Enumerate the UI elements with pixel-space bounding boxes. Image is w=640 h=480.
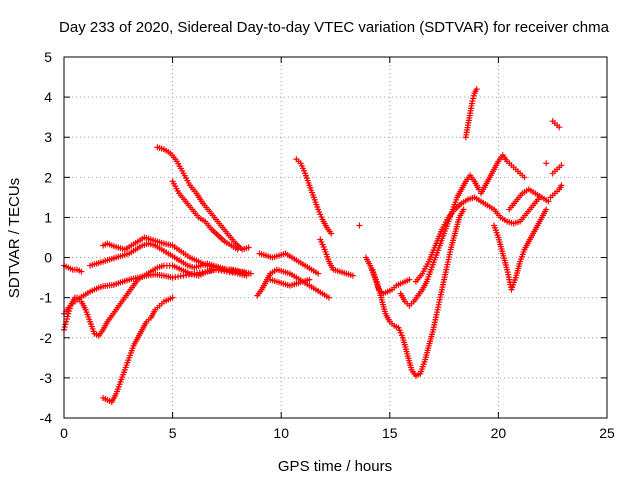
y-axis-title: SDTVAR / TECUs <box>6 178 23 298</box>
data-series <box>154 144 252 253</box>
data-point <box>543 206 550 213</box>
data-point <box>521 174 528 181</box>
x-tick-label: 25 <box>599 425 615 441</box>
data-series <box>549 118 563 131</box>
data-series <box>369 206 467 379</box>
y-tick-label: 0 <box>44 250 52 266</box>
data-point <box>460 206 467 213</box>
data-series <box>547 182 565 201</box>
y-tick-label: 3 <box>44 129 52 145</box>
chart-title: Day 233 of 2020, Sidereal Day-to-day VTE… <box>59 19 610 36</box>
data-series <box>412 194 543 285</box>
x-tick-label: 15 <box>382 425 398 441</box>
y-tick-label: -3 <box>40 370 53 386</box>
data-point <box>328 230 335 237</box>
plot-frame <box>63 56 608 419</box>
data-series <box>74 262 252 339</box>
data-point <box>556 124 563 131</box>
data-series <box>100 294 176 405</box>
data-point <box>473 86 480 93</box>
data-point <box>349 272 356 279</box>
x-tick-label: 5 <box>169 425 177 441</box>
data-point <box>558 162 565 169</box>
data-point <box>64 313 71 320</box>
data-series <box>267 276 313 289</box>
data-series <box>87 240 250 277</box>
data-series <box>549 162 565 177</box>
y-tick-label: 4 <box>44 89 52 105</box>
data-series <box>61 262 85 275</box>
data-point <box>315 270 322 277</box>
x-tick-label: 10 <box>273 425 289 441</box>
data-point <box>234 246 241 253</box>
data-series <box>317 236 356 279</box>
y-tick-label: -4 <box>40 410 53 426</box>
data-point <box>470 92 477 99</box>
data-point <box>558 182 565 189</box>
data-series <box>543 160 550 167</box>
x-axis-title: GPS time / hours <box>278 458 392 475</box>
data-series <box>462 86 480 141</box>
data-point <box>306 276 313 283</box>
data-point <box>63 316 70 323</box>
data-point <box>470 95 477 102</box>
data-series <box>256 250 322 277</box>
y-tick-label: 1 <box>44 209 52 225</box>
data-series <box>491 206 550 293</box>
data-point <box>61 324 68 331</box>
data-point <box>78 268 85 275</box>
y-tick-label: 2 <box>44 169 52 185</box>
data-series <box>478 152 528 197</box>
y-tick-label: -2 <box>40 330 53 346</box>
data-series <box>293 156 335 237</box>
x-tick-label: 20 <box>491 425 507 441</box>
data-series <box>254 266 332 301</box>
data-point <box>543 160 550 167</box>
data-point <box>325 294 332 301</box>
data-series <box>362 254 413 297</box>
data-point <box>62 321 69 328</box>
data-point <box>245 244 252 251</box>
y-tick-label: -1 <box>40 290 53 306</box>
x-tick-label: 0 <box>60 425 68 441</box>
data-series <box>506 186 552 213</box>
data-point <box>469 98 476 105</box>
data-series <box>356 222 363 229</box>
data-series <box>169 178 241 253</box>
grid-lines <box>64 57 607 418</box>
data-point <box>169 294 176 301</box>
axis-tick-labels: 0 5 10 15 20 25 -4 -3 -2 -1 0 1 2 3 4 5 <box>40 49 615 441</box>
data-point <box>406 276 413 283</box>
data-points <box>61 86 565 405</box>
data-point <box>545 198 552 205</box>
data-point <box>356 222 363 229</box>
y-tick-label: 5 <box>44 49 52 65</box>
data-point <box>243 270 250 277</box>
